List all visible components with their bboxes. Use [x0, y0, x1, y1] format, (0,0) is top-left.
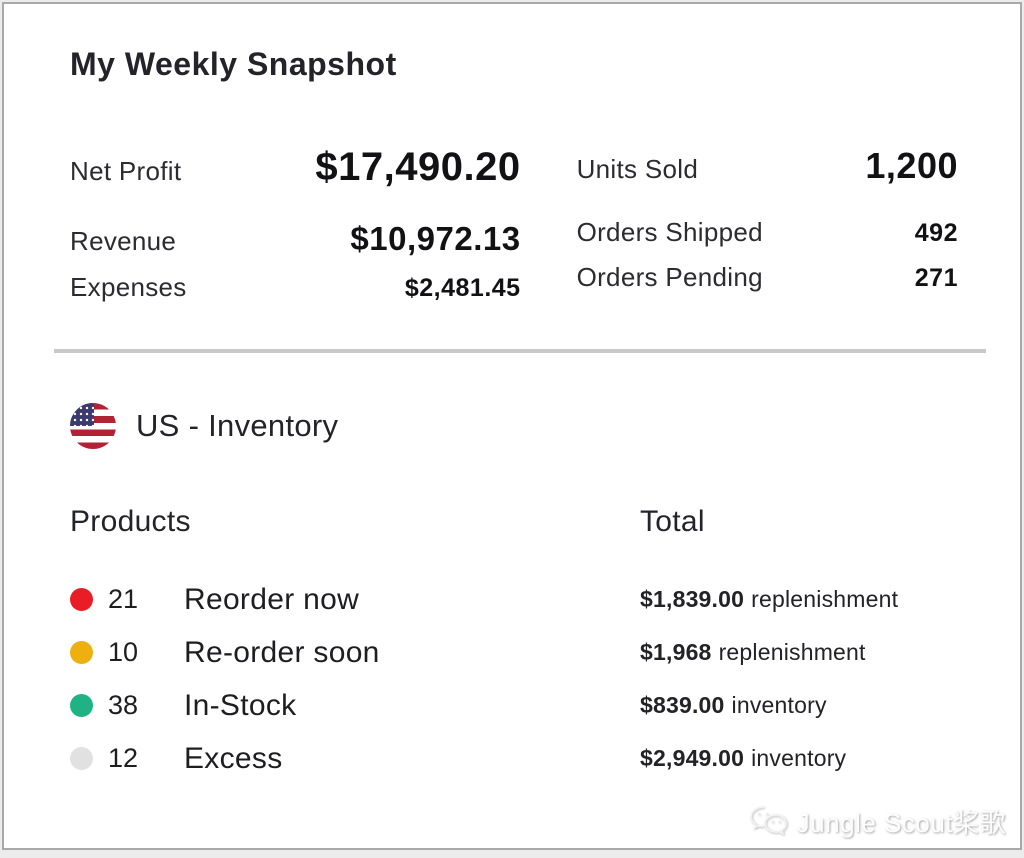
column-header-total: Total [640, 505, 705, 538]
total-cell: $839.00 inventory [640, 679, 980, 732]
stat-value: $17,490.20 [315, 145, 521, 189]
us-flag-icon [70, 403, 116, 449]
total-cell: $1,839.00 replenishment [640, 573, 980, 626]
column-header-products: Products [70, 505, 191, 538]
status-dot-red [70, 588, 93, 611]
total-amount: $1,968 [640, 639, 712, 665]
stat-label: Net Profit [70, 156, 182, 186]
status-dot-cell [70, 679, 108, 732]
stat-revenue: Revenue $10,972.13 [70, 220, 521, 258]
total-amount: $2,949.00 [640, 745, 745, 771]
stat-label: Expenses [70, 272, 187, 302]
stat-label: Orders Shipped [576, 217, 763, 247]
stat-expenses: Expenses $2,481.45 [70, 272, 521, 303]
stat-orders-shipped: Orders Shipped 492 [577, 217, 958, 248]
product-status-label[interactable]: Excess [184, 741, 283, 775]
total-descriptor: replenishment [751, 586, 899, 612]
inventory-section: US - Inventory Products Total 21 Reorder… [4, 353, 1020, 785]
product-count: 10 [108, 637, 139, 667]
watermark: Jungle Scout桨歌 [749, 803, 1006, 840]
watermark-text: Jungle Scout桨歌 [796, 808, 1006, 838]
wechat-icon [749, 805, 787, 835]
status-dot-green [70, 694, 93, 717]
total-descriptor: inventory [731, 692, 827, 718]
stat-label: Units Sold [576, 154, 699, 184]
stat-value: $2,481.45 [404, 274, 521, 302]
product-status-label[interactable]: Reorder now [184, 582, 360, 616]
stats-column-left: Net Profit $17,490.20 Revenue $10,972.13… [70, 145, 521, 303]
product-count: 38 [108, 690, 139, 720]
stats-column-right: Units Sold 1,200 Orders Shipped 492 Orde… [577, 145, 958, 303]
stat-label: Orders Pending [576, 262, 763, 292]
total-descriptor: replenishment [718, 639, 866, 665]
stat-net-profit: Net Profit $17,490.20 [70, 145, 521, 190]
inventory-title: US - Inventory [136, 408, 339, 443]
product-status-label[interactable]: In-Stock [184, 688, 297, 722]
inventory-table: Products Total 21 Reorder now $1,839.00 … [70, 505, 980, 785]
status-dot-amber [70, 641, 93, 664]
status-dot-gray [70, 747, 93, 770]
status-dot-cell [70, 732, 108, 785]
product-count: 12 [108, 743, 139, 773]
status-dot-cell [70, 573, 108, 626]
stat-value: 492 [914, 219, 958, 247]
stat-value: $10,972.13 [350, 220, 521, 257]
stat-label: Revenue [70, 226, 177, 256]
stat-units-sold: Units Sold 1,200 [577, 145, 958, 187]
stats-grid: Net Profit $17,490.20 Revenue $10,972.13… [70, 145, 958, 303]
total-amount: $1,839.00 [640, 586, 745, 612]
stat-value: 271 [914, 264, 958, 292]
total-cell: $2,949.00 inventory [640, 732, 980, 785]
total-cell: $1,968 replenishment [640, 626, 980, 679]
snapshot-section: My Weekly Snapshot Net Profit $17,490.20… [4, 4, 1020, 303]
section-divider [54, 349, 986, 353]
stat-value: 1,200 [865, 145, 958, 186]
total-amount: $839.00 [640, 692, 725, 718]
inventory-header: US - Inventory [70, 403, 980, 449]
total-descriptor: inventory [751, 745, 847, 771]
stat-orders-pending: Orders Pending 271 [577, 262, 958, 293]
status-dot-cell [70, 626, 108, 679]
product-count: 21 [108, 584, 139, 614]
product-status-label[interactable]: Re-order soon [184, 635, 380, 669]
page-title: My Weekly Snapshot [70, 46, 397, 82]
